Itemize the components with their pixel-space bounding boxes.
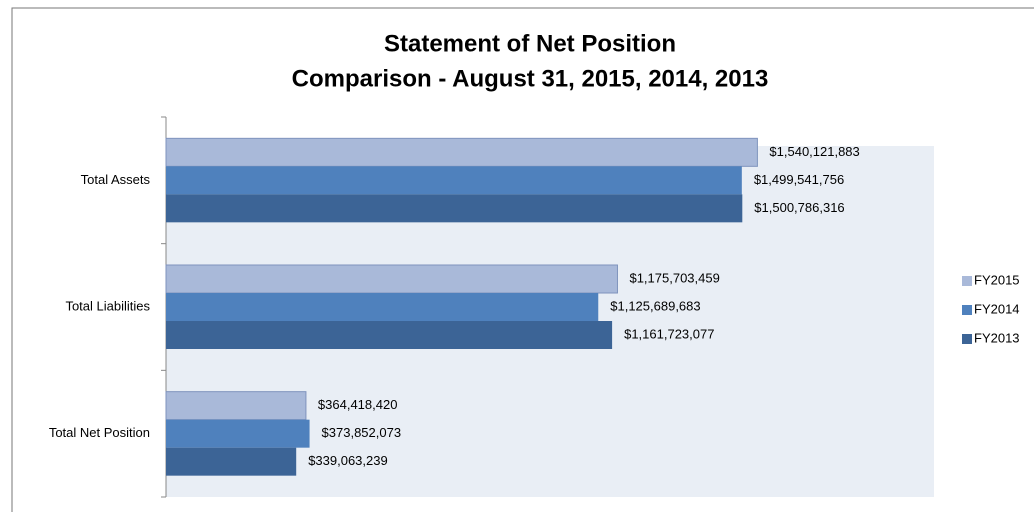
bar xyxy=(166,194,743,223)
value-label: $1,540,121,883 xyxy=(769,144,859,159)
bar xyxy=(166,166,742,195)
chart-subtitle: Comparison - August 31, 2015, 2014, 2013 xyxy=(292,65,769,92)
bar xyxy=(165,137,758,167)
chart-title: Statement of Net Position xyxy=(384,30,676,57)
bar xyxy=(166,321,613,349)
value-label: $1,125,689,683 xyxy=(610,298,700,313)
legend-label: FY2015 xyxy=(974,272,1020,287)
category-label: Total Assets xyxy=(81,172,151,187)
legend-swatch xyxy=(962,334,972,344)
value-label: $1,161,723,077 xyxy=(624,326,714,341)
value-label: $373,852,073 xyxy=(322,425,402,440)
value-label: $1,175,703,459 xyxy=(629,270,719,285)
legend-label: FY2014 xyxy=(974,301,1020,316)
category-label: Total Liabilities xyxy=(65,298,150,313)
frame xyxy=(11,7,1034,512)
value-label: $1,499,541,756 xyxy=(754,172,844,187)
bar xyxy=(166,447,297,476)
bar xyxy=(165,391,307,421)
legend-swatch xyxy=(962,305,972,315)
category-label: Total Net Position xyxy=(49,425,150,440)
value-label: $1,500,786,316 xyxy=(754,200,844,215)
bar xyxy=(165,264,618,294)
bar xyxy=(166,293,599,321)
value-label: $364,418,420 xyxy=(318,397,398,412)
legend-swatch xyxy=(962,276,972,286)
bar xyxy=(166,419,310,448)
value-label: $339,063,239 xyxy=(308,453,388,468)
legend-label: FY2013 xyxy=(974,330,1020,345)
